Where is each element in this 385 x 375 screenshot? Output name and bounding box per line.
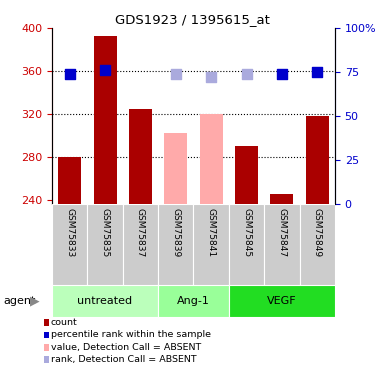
Bar [44, 319, 49, 326]
Point [279, 71, 285, 77]
Text: GSM75847: GSM75847 [277, 209, 286, 258]
Bar [44, 356, 49, 363]
Bar [158, 285, 229, 317]
Text: Ang-1: Ang-1 [177, 296, 210, 306]
Text: GSM75841: GSM75841 [207, 209, 216, 258]
Bar [52, 285, 158, 317]
Text: GSM75835: GSM75835 [100, 209, 110, 258]
Text: rank, Detection Call = ABSENT: rank, Detection Call = ABSENT [50, 355, 196, 364]
Text: ▶: ▶ [30, 294, 40, 307]
Point [67, 71, 73, 77]
Bar [58, 157, 81, 204]
Bar [235, 146, 258, 204]
Bar [158, 204, 193, 285]
Text: agent: agent [4, 296, 36, 306]
Text: untreated: untreated [77, 296, 132, 306]
Bar [229, 204, 264, 285]
Text: VEGF: VEGF [267, 296, 297, 306]
Text: GSM75839: GSM75839 [171, 209, 180, 258]
Bar [52, 204, 87, 285]
Text: percentile rank within the sample: percentile rank within the sample [50, 330, 211, 339]
Bar [129, 109, 152, 204]
Bar [87, 204, 123, 285]
Bar [123, 204, 158, 285]
Text: count: count [50, 318, 77, 327]
Bar [164, 134, 187, 204]
Bar [264, 204, 300, 285]
Point [102, 68, 108, 74]
Text: GSM75845: GSM75845 [242, 209, 251, 258]
Text: GSM75849: GSM75849 [313, 209, 322, 258]
Point [243, 71, 249, 77]
Point [314, 69, 320, 75]
Bar [300, 204, 335, 285]
Text: GDS1923 / 1395615_at: GDS1923 / 1395615_at [115, 13, 270, 26]
Text: GSM75833: GSM75833 [65, 209, 74, 258]
Bar [229, 285, 335, 317]
Point [208, 75, 214, 81]
Bar [270, 194, 293, 204]
Point [173, 71, 179, 77]
Text: GSM75837: GSM75837 [136, 209, 145, 258]
Bar [94, 36, 117, 204]
Bar [193, 204, 229, 285]
Bar [44, 332, 49, 338]
Bar [306, 116, 329, 204]
Bar [44, 344, 49, 351]
Bar [200, 114, 223, 204]
Text: value, Detection Call = ABSENT: value, Detection Call = ABSENT [50, 343, 201, 352]
